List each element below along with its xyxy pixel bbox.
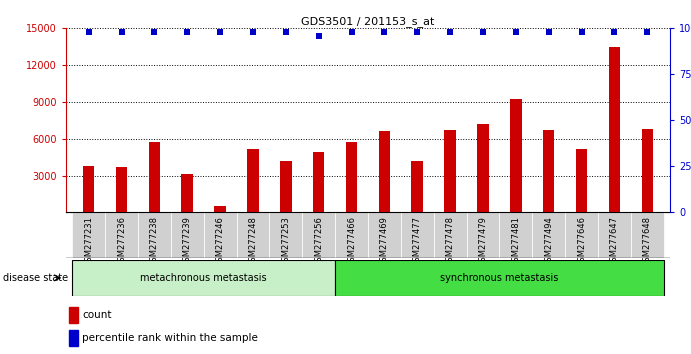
Bar: [510, 99, 522, 212]
Bar: [214, 206, 226, 212]
Bar: [68, 330, 77, 346]
Bar: [346, 142, 357, 212]
Text: GSM277478: GSM277478: [446, 216, 455, 267]
Point: [477, 29, 489, 35]
Bar: [532, 212, 565, 258]
Bar: [543, 130, 554, 212]
Text: count: count: [82, 310, 112, 320]
Point: [247, 29, 258, 35]
Bar: [105, 212, 138, 258]
Point: [83, 29, 94, 35]
Bar: [138, 212, 171, 258]
Text: GSM277248: GSM277248: [249, 216, 258, 267]
Bar: [466, 212, 500, 258]
Bar: [73, 212, 105, 258]
Text: GSM277256: GSM277256: [314, 216, 323, 267]
Bar: [379, 131, 390, 212]
Bar: [598, 212, 631, 258]
Text: GSM277479: GSM277479: [478, 216, 487, 267]
Text: GSM277477: GSM277477: [413, 216, 422, 267]
Bar: [434, 212, 466, 258]
Bar: [83, 166, 95, 212]
Text: GSM277239: GSM277239: [182, 216, 191, 267]
Text: GSM277238: GSM277238: [150, 216, 159, 267]
Text: GSM277494: GSM277494: [545, 216, 553, 267]
Point: [510, 29, 521, 35]
Bar: [280, 161, 292, 212]
Text: GSM277469: GSM277469: [380, 216, 389, 267]
Bar: [576, 149, 587, 212]
Bar: [477, 124, 489, 212]
Text: GSM277253: GSM277253: [281, 216, 290, 267]
Text: GSM277231: GSM277231: [84, 216, 93, 267]
Text: GSM277466: GSM277466: [347, 216, 356, 267]
Point: [281, 29, 292, 35]
Bar: [368, 212, 401, 258]
Bar: [609, 47, 620, 212]
Title: GDS3501 / 201153_s_at: GDS3501 / 201153_s_at: [301, 16, 435, 27]
Bar: [444, 130, 456, 212]
Text: GSM277648: GSM277648: [643, 216, 652, 267]
Point: [346, 29, 357, 35]
Text: GSM277236: GSM277236: [117, 216, 126, 267]
Text: metachronous metastasis: metachronous metastasis: [140, 273, 267, 283]
Text: GSM277246: GSM277246: [216, 216, 225, 267]
Bar: [565, 212, 598, 258]
Text: percentile rank within the sample: percentile rank within the sample: [82, 332, 258, 343]
Point: [642, 29, 653, 35]
Text: GSM277481: GSM277481: [511, 216, 520, 267]
Point: [444, 29, 455, 35]
Point: [182, 29, 193, 35]
Bar: [412, 161, 423, 212]
Bar: [182, 175, 193, 212]
Bar: [149, 142, 160, 212]
Bar: [171, 212, 204, 258]
Text: GSM277647: GSM277647: [610, 216, 619, 267]
Bar: [313, 152, 324, 212]
Text: GSM277646: GSM277646: [577, 216, 586, 267]
Bar: [500, 212, 532, 258]
Point: [609, 29, 620, 35]
Bar: [631, 212, 663, 258]
Bar: [302, 212, 335, 258]
Bar: [116, 167, 127, 212]
Text: disease state: disease state: [3, 273, 68, 283]
Bar: [73, 260, 335, 296]
Bar: [641, 129, 653, 212]
Point: [215, 29, 226, 35]
Bar: [247, 149, 258, 212]
Bar: [68, 307, 77, 323]
Point: [412, 29, 423, 35]
Bar: [335, 212, 368, 258]
Text: synchronous metastasis: synchronous metastasis: [440, 273, 558, 283]
Point: [379, 29, 390, 35]
Bar: [401, 212, 434, 258]
Point: [149, 29, 160, 35]
Bar: [335, 260, 663, 296]
Point: [576, 29, 587, 35]
Bar: [269, 212, 302, 258]
Bar: [236, 212, 269, 258]
Point: [116, 29, 127, 35]
Point: [543, 29, 554, 35]
Bar: [204, 212, 236, 258]
Point: [313, 33, 324, 39]
